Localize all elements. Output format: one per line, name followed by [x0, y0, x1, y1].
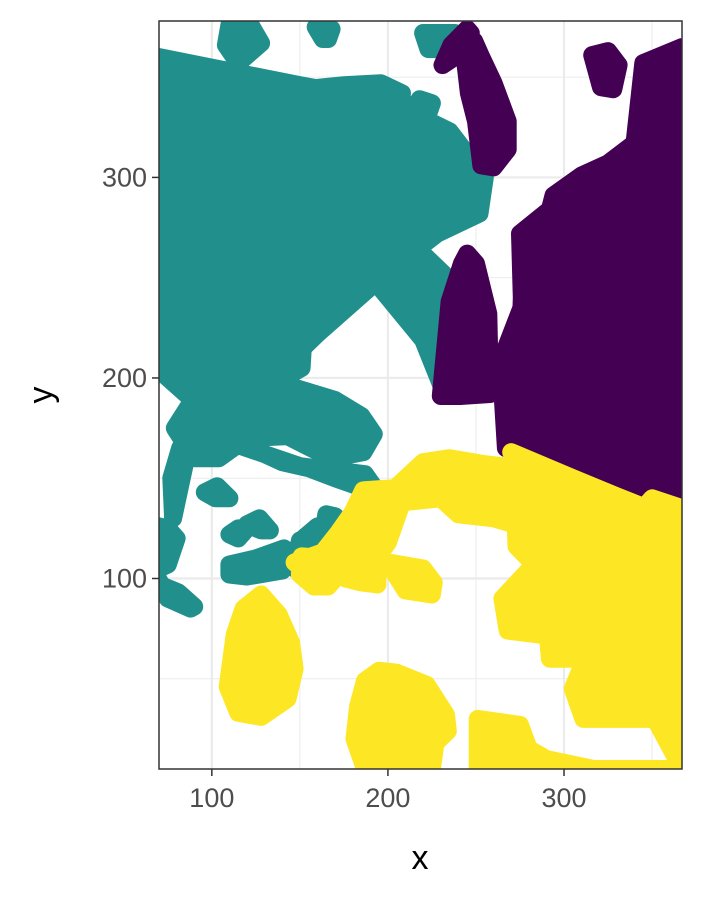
x-tick-label: 200: [365, 783, 410, 813]
point-cluster-1-2: [583, 42, 628, 99]
point-cluster-2-8: [378, 553, 443, 604]
point-cluster-1-5: [491, 288, 573, 458]
point-cluster-0-18: [159, 517, 186, 578]
y-tick-label: 100: [102, 563, 147, 593]
point-cluster-2-4: [218, 585, 304, 726]
point-cluster-series-2: [218, 443, 682, 769]
point-cluster-2-6: [290, 547, 345, 596]
point-cluster-2-3: [590, 529, 682, 654]
point-cluster-0-15: [238, 509, 279, 540]
panel-border: [158, 20, 683, 770]
point-cluster-0-10: [206, 262, 313, 387]
point-cluster-0-1: [216, 21, 271, 73]
point-cluster-0-12: [165, 366, 383, 468]
point-cluster-2-1: [285, 449, 682, 728]
y-tick-label: 300: [102, 162, 147, 192]
axes: 100 200 300 100 200 300: [102, 162, 587, 813]
point-cluster-0-7: [410, 90, 441, 123]
point-cluster-2-7: [336, 547, 387, 594]
point-cluster-1-4: [431, 244, 500, 405]
point-cluster-0-9: [179, 222, 221, 261]
point-cluster-0-8: [417, 164, 450, 209]
x-tick-label: 100: [189, 783, 234, 813]
point-cluster-2-2: [493, 483, 570, 644]
point-cluster-0-13: [195, 477, 239, 508]
point-cluster-1-3: [433, 21, 480, 75]
point-cluster-0-19: [159, 571, 204, 618]
point-cluster-0-3: [387, 94, 422, 147]
y-tick-label: 200: [102, 363, 147, 393]
x-tick-label: 300: [541, 783, 586, 813]
y-axis-title: y: [22, 387, 60, 404]
point-cluster-series-0: [159, 21, 494, 618]
point-cluster-0-11: [162, 395, 390, 528]
point-cluster-2-5: [345, 661, 457, 769]
x-axis-title: x: [412, 839, 429, 877]
point-cluster-0-4: [306, 21, 341, 48]
data-points: [159, 21, 682, 769]
